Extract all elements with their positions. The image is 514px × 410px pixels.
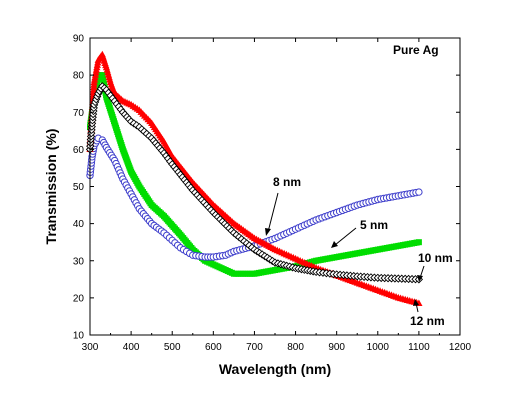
x-tick-label: 1000 bbox=[367, 342, 390, 353]
x-tick-label: 900 bbox=[328, 342, 345, 353]
x-tick-label: 800 bbox=[287, 342, 304, 353]
series-marks bbox=[85, 50, 424, 307]
y-tick-label: 30 bbox=[73, 256, 85, 267]
y-tick-label: 80 bbox=[73, 71, 85, 82]
annotation-8nm: 8 nm bbox=[273, 175, 301, 189]
y-tick-label: 90 bbox=[73, 34, 85, 45]
y-axis-title: Transmission (%) bbox=[43, 129, 59, 245]
y-tick-label: 70 bbox=[73, 108, 85, 119]
y-tick-label: 50 bbox=[73, 182, 85, 193]
y-tick-label: 10 bbox=[73, 331, 85, 342]
arrowhead-10nm bbox=[417, 275, 423, 282]
x-tick-label: 600 bbox=[205, 342, 222, 353]
x-tick-label: 500 bbox=[164, 342, 181, 353]
arrow-8nm bbox=[267, 192, 279, 233]
annotation-10nm: 10 nm bbox=[418, 251, 453, 265]
x-tick-label: 700 bbox=[246, 342, 263, 353]
x-axis-title: Wavelength (nm) bbox=[219, 361, 331, 377]
y-tick-label: 40 bbox=[73, 219, 85, 230]
annotation-12nm: 12 nm bbox=[410, 314, 445, 328]
x-tick-label: 1200 bbox=[449, 342, 472, 353]
arrowhead-12nm bbox=[413, 299, 419, 306]
data-point-5nm bbox=[415, 188, 423, 196]
series-10nm bbox=[85, 82, 424, 284]
axis-ticks: 300 400 500 600 700 800 900 1000 1100 1200 10 20 30 4… bbox=[73, 34, 472, 354]
annotation-arrows bbox=[265, 192, 425, 313]
arrowhead-5nm bbox=[331, 241, 338, 248]
series-5nm bbox=[86, 134, 423, 261]
x-tick-label: 1100 bbox=[408, 342, 430, 353]
annotation-5nm: 5 nm bbox=[360, 218, 388, 232]
x-tick-label: 300 bbox=[82, 342, 99, 353]
annotation-pure-ag: Pure Ag bbox=[393, 43, 439, 57]
arrowhead-8nm bbox=[265, 228, 271, 236]
y-tick-label: 20 bbox=[73, 293, 85, 304]
y-tick-label: 60 bbox=[73, 145, 85, 156]
x-tick-label: 400 bbox=[123, 342, 140, 353]
arrow-5nm bbox=[334, 227, 357, 246]
data-point-pure bbox=[415, 239, 422, 246]
